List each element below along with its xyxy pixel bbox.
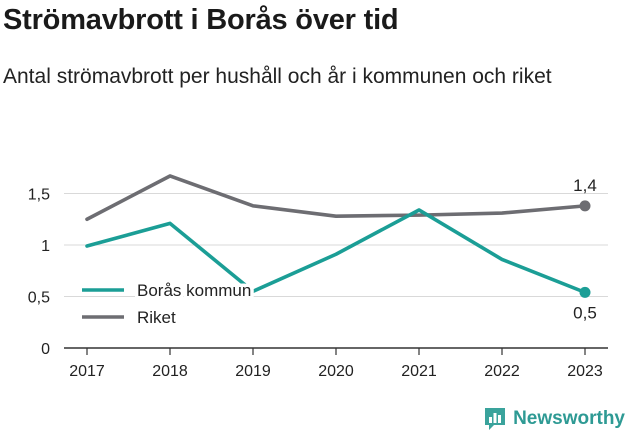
axis-layer: 0 0,5 1 1,5 2017 2018 2019 2020 2021 2022 2023	[28, 187, 603, 381]
x-tick-label: 2022	[484, 363, 520, 380]
newsworthy-logo: Newsworthy	[483, 406, 625, 432]
end-value-label: 0,5	[573, 303, 597, 322]
newsworthy-logo-icon	[485, 408, 506, 430]
y-tick-label: 0	[41, 341, 50, 358]
series-layer	[85, 174, 591, 298]
series-end-point	[579, 200, 591, 212]
y-tick-label: 1	[41, 238, 50, 255]
x-tick-label: 2023	[567, 363, 603, 380]
x-tick-label: 2020	[318, 363, 354, 380]
legend-label-halo: Riket	[137, 308, 176, 327]
y-tick-label: 0,5	[28, 290, 50, 307]
legend-label-halo: Borås kommun	[137, 281, 251, 300]
x-tick-label: 2018	[152, 363, 188, 380]
series-line-borås-kommun	[85, 208, 587, 295]
end-labels: 0,5 1,4	[573, 176, 597, 323]
chart-subtitle: Antal strömavbrott per hushåll och år i …	[3, 65, 552, 88]
series-end-point	[579, 286, 591, 298]
x-tick-label: 2019	[235, 363, 271, 380]
legend-label: Borås kommun	[137, 281, 251, 300]
newsworthy-logo-text: Newsworthy	[513, 408, 625, 429]
legend-label: Riket	[137, 308, 176, 327]
series-line-riket	[85, 174, 587, 222]
chart-title: Strömavbrott i Borås över tid	[3, 4, 399, 36]
x-tick-label: 2017	[69, 363, 105, 380]
y-tick-label: 1,5	[28, 187, 50, 204]
x-tick-label: 2021	[401, 363, 437, 380]
end-value-label: 1,4	[573, 176, 597, 195]
